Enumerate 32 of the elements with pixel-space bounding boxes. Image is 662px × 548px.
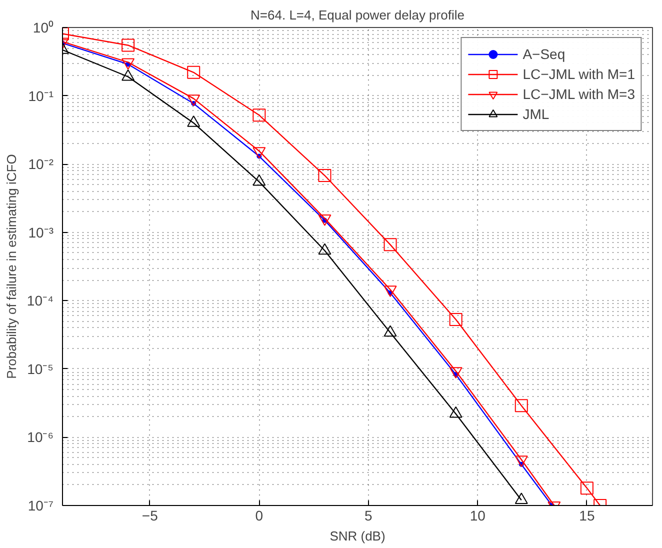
legend-label: A−Seq	[522, 46, 566, 62]
chart-title: N=64. L=4, Equal power delay profile	[250, 8, 464, 22]
y-tick-label: 10⁻⁶	[27, 429, 54, 446]
y-axis-title: Probability of failure in estimating iCFO	[4, 154, 19, 379]
point	[318, 243, 332, 255]
y-tick-label: 10⁰	[32, 20, 54, 36]
point	[252, 108, 266, 122]
x-tick-label: 10	[470, 508, 486, 524]
legend-label: LC−JML with M=3	[522, 86, 635, 102]
x-tick-label: 0	[255, 508, 264, 524]
point	[514, 492, 528, 504]
point	[122, 38, 135, 52]
x-tick-label: 5	[364, 508, 373, 524]
x-tick-label: 15	[579, 508, 595, 524]
point	[318, 169, 332, 182]
x-tick-label: −5	[142, 508, 158, 524]
x-axis-title: SNR (dB)	[330, 528, 386, 544]
legend-label: LC−JML with M=1	[522, 66, 635, 82]
point	[384, 238, 397, 252]
y-tick-label: 10⁻⁷	[28, 498, 54, 514]
point	[514, 399, 528, 412]
y-tick-label: 10⁻²	[28, 156, 54, 172]
point	[449, 406, 462, 418]
point	[384, 325, 397, 337]
y-tick-label: 10⁻⁵	[27, 360, 54, 377]
point	[580, 482, 594, 495]
point	[187, 66, 200, 79]
y-tick-label: 10⁻³	[28, 224, 54, 240]
y-tick-label: 10⁻⁴	[26, 292, 54, 309]
legend-label: JML	[522, 106, 550, 122]
y-tick-label: 10⁻¹	[28, 88, 54, 104]
point	[449, 312, 462, 326]
